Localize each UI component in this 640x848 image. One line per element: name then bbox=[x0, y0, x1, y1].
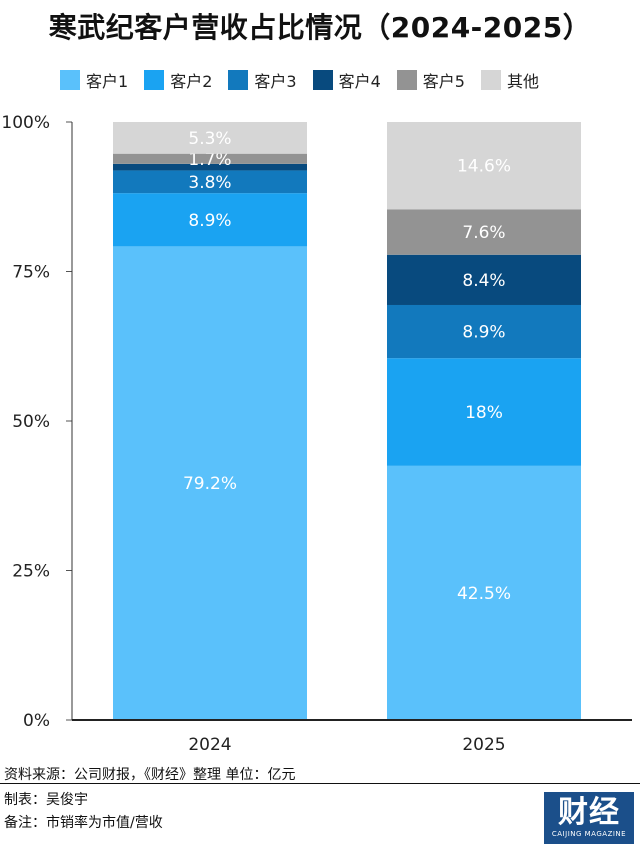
y-tick-label: 100% bbox=[1, 113, 50, 133]
legend-label: 客户5 bbox=[422, 72, 465, 91]
legend-swatch bbox=[312, 70, 333, 90]
y-tick-label: 25% bbox=[12, 562, 50, 582]
bar-segment-2024-3 bbox=[113, 170, 307, 194]
legend-item-6: 其他 bbox=[480, 68, 539, 92]
legend-item-2: 客户2 bbox=[144, 68, 212, 92]
legend-label: 其他 bbox=[506, 72, 539, 91]
data-label: 42.5% bbox=[457, 584, 511, 604]
legend: 客户1 客户2 客户3 客户4 客户5 其他 bbox=[60, 68, 630, 92]
bar-segment-2024-2 bbox=[113, 193, 307, 247]
author-note: 制表：吴俊宇 bbox=[4, 792, 88, 808]
source-note: 资料来源：公司财报，《财经》整理 单位：亿元 bbox=[4, 767, 296, 783]
legend-label: 客户4 bbox=[338, 72, 381, 91]
bar-segment-2024-6 bbox=[113, 122, 307, 154]
legend-swatch bbox=[480, 70, 501, 90]
chart-title: 寒武纪客户营收占比情况（2024-2025） bbox=[48, 11, 592, 44]
footer-divider bbox=[0, 783, 640, 784]
data-label: 5.3% bbox=[188, 129, 231, 149]
legend-swatch bbox=[144, 70, 165, 90]
logo-main-text: 财经 bbox=[558, 795, 620, 830]
y-tick-label: 50% bbox=[12, 412, 50, 432]
data-label: 8.4% bbox=[462, 271, 505, 291]
data-label: 3.8% bbox=[188, 173, 231, 193]
legend-swatch bbox=[228, 70, 249, 90]
bar-segment-2025-3 bbox=[387, 304, 581, 359]
data-label: 79.2% bbox=[183, 474, 237, 494]
data-label: 8.9% bbox=[462, 323, 505, 343]
data-label: 8.9% bbox=[188, 211, 231, 231]
logo-sub-text: CAIJING MAGAZINE bbox=[551, 830, 627, 838]
bar-segment-2025-2 bbox=[387, 358, 581, 466]
bar-segment-2025-1 bbox=[387, 465, 581, 720]
bar-segment-2025-4 bbox=[387, 254, 581, 305]
legend-item-5: 客户5 bbox=[396, 68, 465, 92]
x-tick-label: 2025 bbox=[462, 735, 505, 755]
stacked-bar-chart: 0% 25% 50% 75% 100% 79.2% 8.9% 3.8% 1.7%5.3% 2024… bbox=[1, 113, 632, 755]
data-label: 7.6% bbox=[462, 223, 505, 243]
data-label: 18% bbox=[465, 403, 503, 423]
legend-item-1: 客户1 bbox=[60, 68, 128, 92]
bar-segment-2024-5 bbox=[113, 153, 307, 164]
legend-label: 客户2 bbox=[170, 72, 213, 91]
legend-item-4: 客户4 bbox=[312, 68, 381, 92]
legend-swatch bbox=[60, 70, 80, 90]
x-tick-label: 2024 bbox=[188, 735, 231, 755]
y-tick-label: 0% bbox=[23, 711, 50, 731]
data-label: 14.6% bbox=[457, 157, 511, 177]
remark-note: 备注：市销率为市值/营收 bbox=[4, 815, 163, 831]
caijing-logo: 财经 CAIJING MAGAZINE bbox=[544, 792, 634, 844]
data-label: 1.7% bbox=[188, 150, 231, 170]
bar-segment-2024-1 bbox=[113, 246, 307, 720]
bar-segment-2024-4 bbox=[113, 163, 307, 171]
legend-swatch bbox=[396, 70, 417, 90]
y-tick-label: 75% bbox=[12, 263, 50, 283]
legend-item-3: 客户3 bbox=[228, 68, 297, 92]
bar-segment-2025-6 bbox=[387, 122, 581, 210]
bar-segment-2025-5 bbox=[387, 209, 581, 255]
legend-label: 客户3 bbox=[254, 72, 297, 91]
legend-label: 客户1 bbox=[86, 72, 129, 91]
